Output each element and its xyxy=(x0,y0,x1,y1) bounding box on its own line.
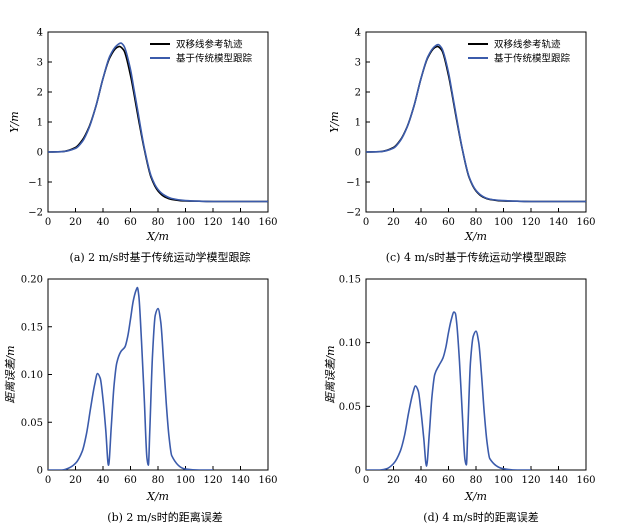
x-tick-label: 0 xyxy=(363,475,369,486)
series-line-1 xyxy=(48,286,213,470)
x-tick-label: 40 xyxy=(97,217,110,228)
y-tick-label: 0 xyxy=(37,148,43,159)
x-axis-label: X/m xyxy=(464,490,487,503)
x-tick-label: 0 xyxy=(45,475,51,486)
x-tick-label: 40 xyxy=(97,475,110,486)
x-tick-label: 120 xyxy=(203,475,222,486)
x-tick-label: 0 xyxy=(363,217,369,228)
legend-label-2: 基于传统模型跟踪 xyxy=(176,53,253,65)
chart-caption: (c) 4 m/s时基于传统运动学模型跟踪 xyxy=(386,250,567,264)
y-tick-label: 2 xyxy=(37,88,43,99)
y-tick-label: 0.05 xyxy=(339,402,361,413)
x-tick-label: 40 xyxy=(415,475,428,486)
x-tick-label: 140 xyxy=(231,217,250,228)
series-line-1 xyxy=(366,45,586,203)
x-tick-label: 120 xyxy=(521,475,540,486)
x-tick-label: 160 xyxy=(576,475,595,486)
x-tick-label: 160 xyxy=(258,475,277,486)
y-tick-label: 0 xyxy=(355,466,361,477)
y-tick-label: 0.05 xyxy=(21,418,43,429)
x-tick-label: 20 xyxy=(387,217,400,228)
x-tick-label: 120 xyxy=(521,217,540,228)
y-tick-label: 4 xyxy=(355,28,361,39)
x-tick-label: 100 xyxy=(494,217,513,228)
y-tick-label: 0.15 xyxy=(339,275,361,286)
x-tick-label: 0 xyxy=(45,217,51,228)
plot-frame xyxy=(365,278,587,471)
y-tick-label: −1 xyxy=(346,178,361,189)
x-tick-label: 20 xyxy=(69,217,82,228)
y-tick-label: 0 xyxy=(355,148,361,159)
series-line-1 xyxy=(48,45,268,203)
series-line-2 xyxy=(366,43,586,203)
plot-frame xyxy=(47,278,269,471)
chart-caption: (d) 4 m/s时的距离误差 xyxy=(423,510,538,524)
y-axis-label: Y/m xyxy=(328,111,341,132)
y-axis-label: 距离误差/m xyxy=(4,345,17,403)
x-tick-label: 60 xyxy=(442,217,455,228)
y-tick-label: 0.10 xyxy=(21,370,43,381)
legend-label-1: 双移线参考轨迹 xyxy=(494,39,561,51)
x-tick-label: 20 xyxy=(387,475,400,486)
x-tick-label: 80 xyxy=(470,217,483,228)
legend-label-1: 双移线参考轨迹 xyxy=(176,39,243,51)
y-tick-label: 0.10 xyxy=(339,338,361,349)
x-axis-label: X/m xyxy=(146,230,169,243)
y-tick-label: 0.20 xyxy=(21,275,43,286)
x-tick-label: 140 xyxy=(231,475,250,486)
chart-caption: (b) 2 m/s时的距离误差 xyxy=(107,510,222,524)
y-tick-label: −1 xyxy=(28,178,43,189)
chart-panel-c: 0 20 40 60 80 100 120 140 160 −2 −1 0 1 2 3 4 X/m Y/m (c) … xyxy=(328,28,596,265)
y-tick-label: −2 xyxy=(346,208,361,219)
x-axis-label: X/m xyxy=(464,230,487,243)
x-tick-label: 20 xyxy=(69,475,82,486)
y-axis-label: 距离误差/m xyxy=(324,345,337,403)
y-axis-label: Y/m xyxy=(8,111,21,132)
x-tick-label: 80 xyxy=(152,217,165,228)
x-tick-label: 160 xyxy=(576,217,595,228)
x-tick-label: 160 xyxy=(258,217,277,228)
x-tick-label: 100 xyxy=(494,475,513,486)
series-line-2 xyxy=(48,42,268,203)
chart-caption: (a) 2 m/s时基于传统运动学模型跟踪 xyxy=(70,250,251,264)
y-tick-label: −2 xyxy=(28,208,43,219)
x-tick-label: 60 xyxy=(442,475,455,486)
x-tick-label: 100 xyxy=(176,475,195,486)
x-axis-label: X/m xyxy=(146,490,169,503)
chart-panel-b: 0 20 40 60 80 100 120 140 160 0 0.05 0.10 0.15 0.20 X/… xyxy=(4,275,278,525)
y-tick-label: 1 xyxy=(355,118,361,129)
x-tick-label: 140 xyxy=(549,475,568,486)
x-tick-label: 140 xyxy=(549,217,568,228)
y-tick-label: 4 xyxy=(37,28,43,39)
x-tick-label: 80 xyxy=(152,475,165,486)
chart-panel-d: 0 20 40 60 80 100 120 140 160 0 0.05 0.10 0.15 X/m 距离误… xyxy=(324,275,596,525)
legend-label-2: 基于传统模型跟踪 xyxy=(494,53,571,65)
x-tick-label: 60 xyxy=(124,217,137,228)
x-tick-label: 120 xyxy=(203,217,222,228)
y-tick-label: 0 xyxy=(37,466,43,477)
x-tick-label: 100 xyxy=(176,217,195,228)
y-tick-label: 0.15 xyxy=(21,322,43,333)
y-tick-label: 2 xyxy=(355,88,361,99)
series-line-1 xyxy=(366,311,531,470)
y-tick-label: 3 xyxy=(355,58,361,69)
x-tick-label: 40 xyxy=(415,217,428,228)
y-tick-label: 1 xyxy=(37,118,43,129)
chart-panel-a: 0 20 40 60 80 100 120 140 160 −2 −1 0 1 2 3 4 X/m Y/m (a) … xyxy=(8,28,278,265)
x-tick-label: 60 xyxy=(124,475,137,486)
y-tick-label: 3 xyxy=(37,58,43,69)
x-tick-label: 80 xyxy=(470,475,483,486)
